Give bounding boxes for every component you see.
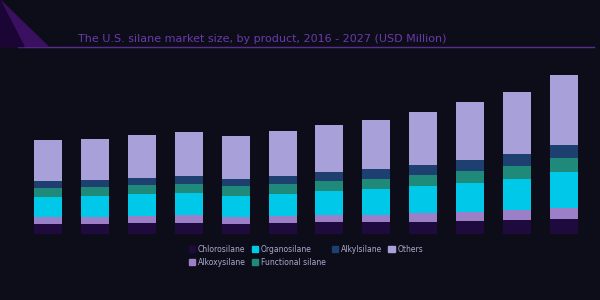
Bar: [362, 119, 390, 169]
Bar: [503, 220, 531, 234]
Bar: [316, 124, 343, 172]
Bar: [550, 172, 578, 208]
Bar: [503, 92, 531, 154]
Bar: [362, 189, 390, 214]
Bar: [503, 210, 531, 220]
Text: The U.S. silane market size, by product, 2016 - 2027 (USD Million): The U.S. silane market size, by product,…: [78, 34, 446, 44]
Bar: [175, 184, 203, 193]
Bar: [269, 223, 296, 234]
Bar: [175, 176, 203, 184]
Bar: [175, 193, 203, 215]
Bar: [550, 158, 578, 172]
Bar: [456, 183, 484, 212]
Bar: [222, 187, 250, 196]
Bar: [456, 160, 484, 171]
Bar: [81, 224, 109, 234]
Bar: [316, 181, 343, 191]
Bar: [409, 165, 437, 175]
Bar: [34, 188, 62, 197]
Bar: [269, 194, 296, 216]
Bar: [316, 172, 343, 181]
Bar: [362, 214, 390, 223]
Bar: [269, 184, 296, 194]
Bar: [81, 180, 109, 187]
Bar: [362, 178, 390, 189]
Bar: [316, 191, 343, 214]
Bar: [503, 166, 531, 178]
Bar: [81, 139, 109, 180]
Bar: [456, 212, 484, 221]
Legend: Chlorosilane, Alkoxysilane, Organosilane, Functional silane, Alkylsilane, Others: Chlorosilane, Alkoxysilane, Organosilane…: [188, 245, 424, 267]
Bar: [175, 132, 203, 176]
Bar: [34, 181, 62, 188]
Bar: [34, 196, 62, 217]
Bar: [362, 223, 390, 234]
Bar: [409, 213, 437, 222]
Bar: [34, 217, 62, 224]
Bar: [81, 217, 109, 224]
Bar: [550, 146, 578, 158]
Bar: [550, 219, 578, 234]
Bar: [128, 223, 156, 234]
Bar: [269, 216, 296, 223]
Bar: [503, 178, 531, 210]
Bar: [269, 131, 296, 176]
Bar: [550, 75, 578, 146]
Bar: [409, 187, 437, 213]
Bar: [128, 178, 156, 185]
Bar: [222, 136, 250, 178]
Bar: [81, 187, 109, 196]
Bar: [316, 214, 343, 223]
Bar: [456, 102, 484, 160]
Bar: [269, 176, 296, 184]
Bar: [409, 112, 437, 165]
Bar: [316, 223, 343, 234]
Bar: [456, 221, 484, 234]
Bar: [34, 140, 62, 181]
Bar: [128, 135, 156, 178]
Bar: [81, 196, 109, 217]
Bar: [409, 222, 437, 234]
Bar: [409, 175, 437, 187]
Bar: [550, 208, 578, 219]
Bar: [128, 216, 156, 223]
Bar: [456, 171, 484, 183]
Bar: [128, 185, 156, 194]
Bar: [362, 169, 390, 178]
Bar: [222, 224, 250, 234]
Bar: [222, 217, 250, 224]
Bar: [222, 178, 250, 187]
Bar: [34, 224, 62, 234]
Bar: [175, 223, 203, 234]
Bar: [175, 215, 203, 223]
Bar: [128, 194, 156, 216]
Bar: [222, 196, 250, 217]
Bar: [503, 154, 531, 166]
